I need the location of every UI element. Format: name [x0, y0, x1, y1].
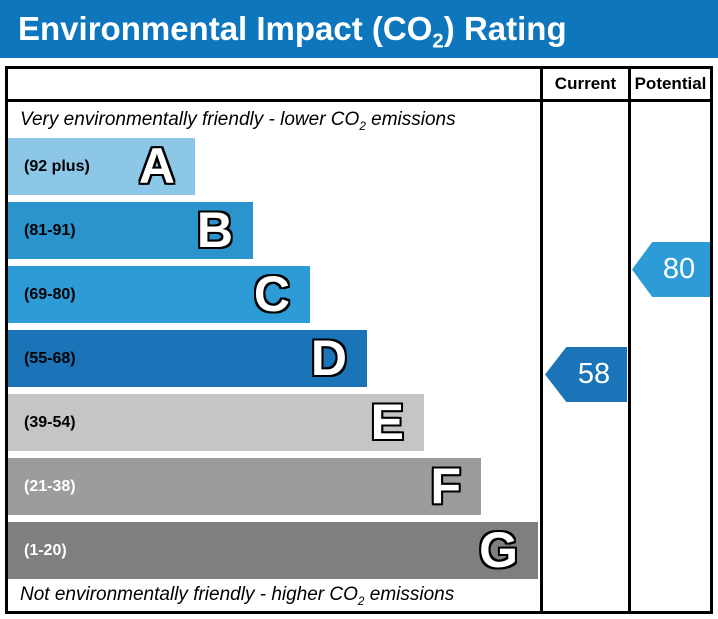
potential-rating-value: 80	[662, 253, 696, 285]
band-letter: A	[138, 138, 175, 194]
band-letter: E	[370, 394, 404, 450]
bottom-caption-suffix: emissions	[364, 584, 455, 605]
chart-title-text: Environmental Impact (CO	[18, 10, 433, 47]
current-column-header: Current	[554, 74, 617, 93]
top-caption-text: Very environmentally friendly - lower CO	[20, 109, 360, 130]
band-row-c: (69-80) C	[8, 266, 310, 323]
band-range-label: (55-68)	[24, 349, 76, 367]
band-row-b: (81-91) B	[8, 202, 253, 259]
band-row-f: (21-38) F	[8, 458, 481, 515]
bottom-caption-subscript: 2	[357, 594, 365, 608]
band-range-label: (81-91)	[24, 221, 76, 239]
top-caption-suffix: emissions	[365, 109, 456, 130]
band-range-label: (1-20)	[24, 541, 67, 559]
chart-title-suffix: ) Rating	[443, 10, 567, 47]
chart-header: Environmental Impact (CO2) Rating	[0, 0, 718, 58]
bottom-caption-text: Not environmentally friendly - higher CO	[20, 584, 358, 605]
potential-column-divider	[628, 69, 631, 611]
band-letter: G	[479, 522, 518, 578]
chart-title: Environmental Impact (CO2) Rating	[0, 0, 718, 70]
chart-title-subscript: 2	[432, 29, 444, 53]
top-caption-subscript: 2	[359, 119, 366, 133]
potential-column-header: Potential	[634, 74, 707, 93]
band-row-e: (39-54) E	[8, 394, 424, 451]
current-column-divider	[540, 69, 543, 611]
current-rating-value: 58	[577, 358, 611, 390]
current-rating-indicator: 58	[545, 347, 627, 402]
band-letter: B	[196, 202, 233, 258]
band-range-label: (39-54)	[24, 413, 76, 431]
band-row-d: (55-68) D	[8, 330, 367, 387]
rating-table: Current Potential Very environmentally f…	[5, 66, 713, 614]
band-range-label: (69-80)	[24, 285, 76, 303]
bottom-caption: Not environmentally friendly - higher CO…	[8, 578, 550, 612]
band-range-label: (92 plus)	[24, 157, 90, 175]
potential-rating-indicator: 80	[632, 242, 710, 297]
band-range-label: (21-38)	[24, 477, 76, 495]
band-letter: F	[430, 458, 461, 514]
table-header-row: Current Potential	[8, 69, 710, 102]
band-row-g: (1-20) G	[8, 522, 538, 579]
band-letter: C	[253, 266, 290, 322]
top-caption: Very environmentally friendly - lower CO…	[8, 103, 550, 137]
band-row-a: (92 plus) A	[8, 138, 195, 195]
band-letter: D	[310, 330, 347, 386]
